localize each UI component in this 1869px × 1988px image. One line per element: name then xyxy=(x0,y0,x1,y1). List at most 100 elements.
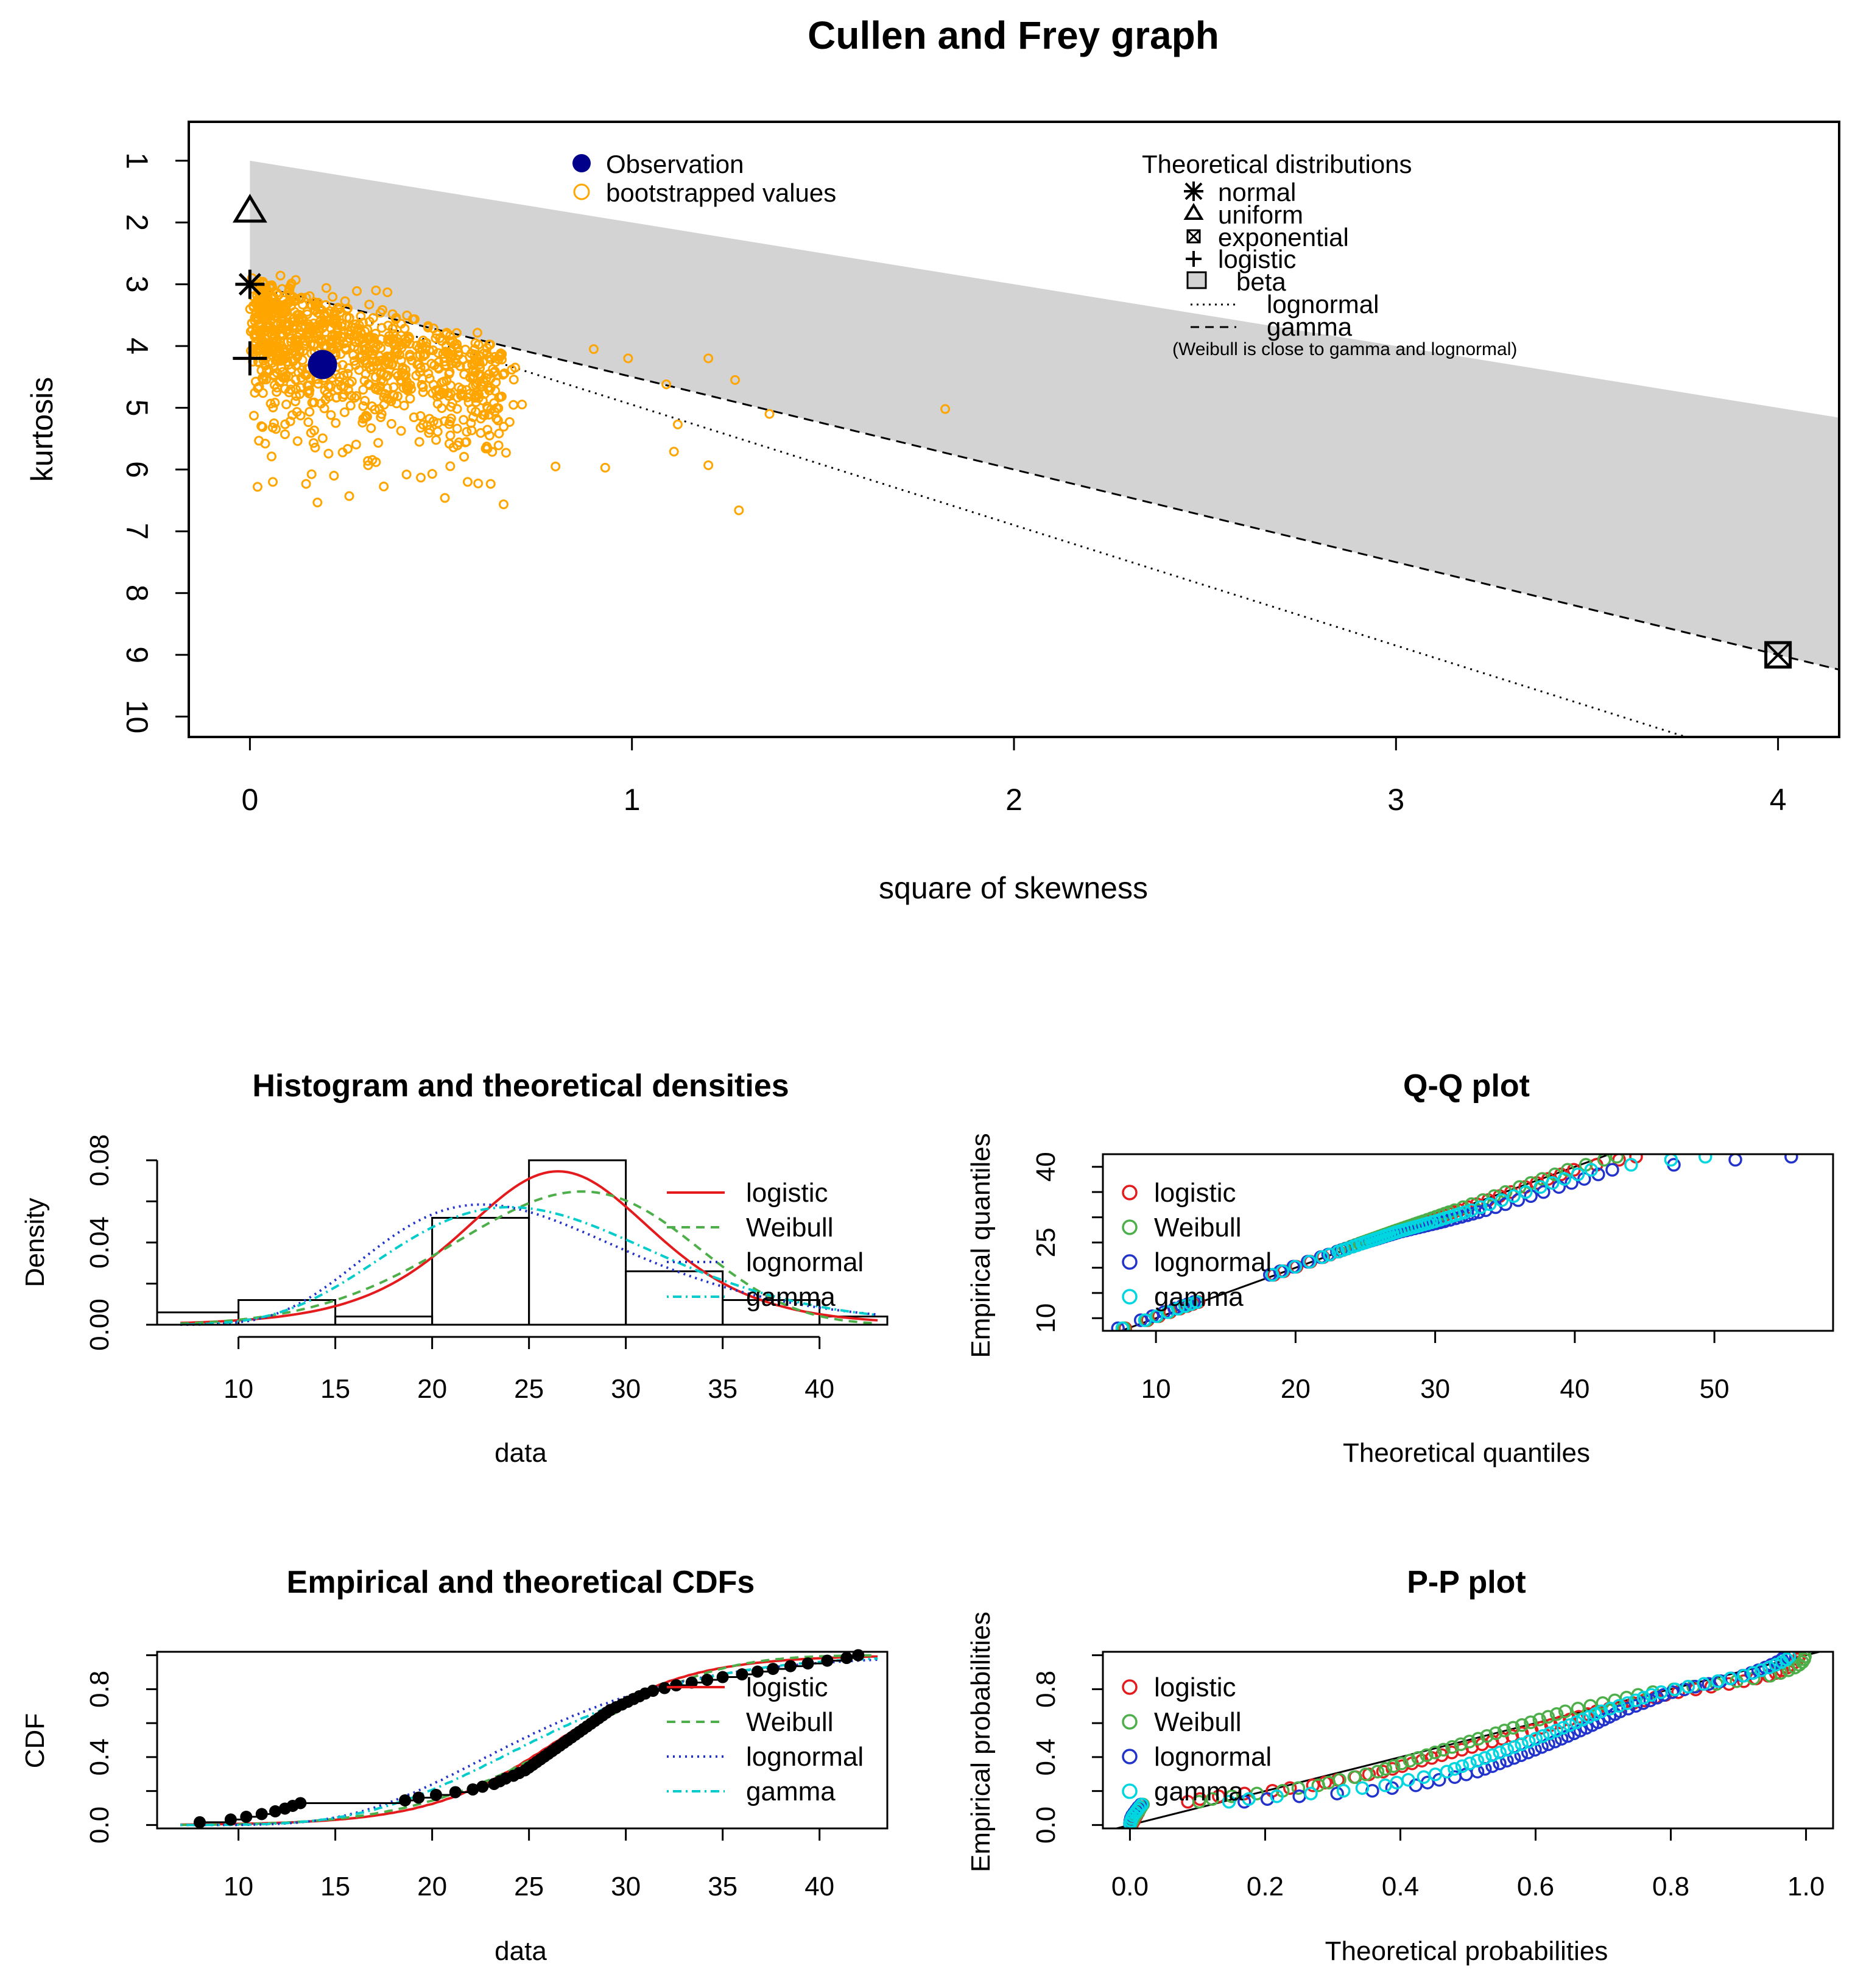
bootstrap-point xyxy=(452,423,462,434)
bootstrapped-points xyxy=(245,270,951,515)
x-tick-label: 1.0 xyxy=(1787,1872,1825,1902)
weibull-pp-point xyxy=(1488,1726,1503,1741)
gamma-qq-point xyxy=(1546,1176,1560,1190)
bootstrap-point xyxy=(342,443,353,454)
legend-logistic-label: logistic xyxy=(1154,1673,1236,1702)
histogram-bar xyxy=(625,1270,724,1326)
bootstrap-point xyxy=(460,437,471,448)
lognormal-qq-point xyxy=(1133,1313,1148,1327)
x-tick-label: 15 xyxy=(320,1374,350,1404)
cdf-title: Empirical and theoretical CDFs xyxy=(287,1565,755,1600)
bootstrap-point xyxy=(258,388,268,398)
gamma-qq-point xyxy=(1178,1299,1192,1313)
bootstrap-point xyxy=(444,439,454,449)
bootstrap-point xyxy=(444,419,454,429)
x-tick-label: 0.4 xyxy=(1382,1872,1419,1902)
bootstrap-point xyxy=(343,385,353,395)
bootstrap-point xyxy=(288,314,298,325)
bootstrap-point xyxy=(501,448,511,458)
bootstrap-point xyxy=(268,403,278,413)
weibull-pp-point xyxy=(1480,1729,1494,1743)
bootstrap-point xyxy=(396,426,406,436)
exponential-marker xyxy=(1764,641,1792,669)
weibull-pp-point xyxy=(1571,1702,1585,1716)
bootstrap-point xyxy=(267,422,278,432)
x-tick-label: 10 xyxy=(224,1374,253,1404)
bootstrap-point xyxy=(496,351,506,361)
legend-logistic-marker xyxy=(1122,1679,1138,1695)
bootstrap-point xyxy=(371,384,381,394)
pp-ylabel: Empirical probabilities xyxy=(966,1612,996,1872)
bootstrap-point xyxy=(321,283,331,293)
histogram-title: Histogram and theoretical densities xyxy=(252,1068,789,1104)
lognormal-pp-point xyxy=(1628,1699,1643,1713)
bootstrap-point xyxy=(364,316,375,326)
y-tick-label: 0.08 xyxy=(85,1134,114,1186)
bootstrap-point xyxy=(623,353,633,364)
weibull-qq-point xyxy=(1597,1154,1611,1167)
cullen-frey-legend-right: Theoretical distributions normal uniform… xyxy=(1142,150,1517,359)
bootstrap-point xyxy=(473,393,484,403)
pp-chart: P-P plot 0.0 0.2 0.4 0.6 0.8 1.0 0.0 0.4 0.8 log… xyxy=(966,1565,1834,1966)
legend-gamma-label: gamma xyxy=(746,1282,836,1312)
x-tick-label: 0.8 xyxy=(1652,1872,1689,1902)
bootstrap-point xyxy=(403,386,413,396)
gamma-pp-point xyxy=(1536,1729,1550,1743)
bootstrap-point xyxy=(319,311,329,321)
theoretical-points xyxy=(232,194,1792,669)
legend-weibull-label: Weibull xyxy=(746,1707,833,1737)
bootstrap-point xyxy=(764,409,775,419)
x-tick-label: 15 xyxy=(320,1872,350,1902)
cullen-frey-xlabel: square of skewness xyxy=(879,871,1148,905)
bootstrap-point xyxy=(356,311,366,322)
gamma-qq-point xyxy=(1189,1295,1204,1309)
bootstrap-point xyxy=(440,493,450,503)
bootstrap-point xyxy=(302,387,312,397)
bootstrap-point xyxy=(364,299,375,309)
bootstrap-point xyxy=(432,426,443,437)
bootstrap-point xyxy=(292,407,302,417)
gamma-qq-point xyxy=(1584,1163,1599,1177)
gamma-qq-point xyxy=(1571,1167,1585,1182)
gamma-pp-point xyxy=(1401,1772,1415,1787)
bootstrap-point xyxy=(309,297,320,308)
gamma-pp-point xyxy=(1612,1699,1626,1713)
bootstrap-point xyxy=(359,375,370,386)
bootstrap-point xyxy=(401,470,412,480)
lognormal-qq-point xyxy=(1146,1309,1160,1324)
weibull-pp-point xyxy=(1454,1737,1468,1751)
gamma-pp-point xyxy=(1549,1724,1564,1738)
weibull-pp-point xyxy=(1403,1754,1417,1768)
x-tick-label: 3 xyxy=(1387,783,1404,817)
bootstrap-point xyxy=(376,412,386,423)
histogram-axes: 10 15 20 25 30 35 40 0.00 0.04 0.08 xyxy=(85,1134,834,1404)
x-tick-label: 50 xyxy=(1700,1374,1730,1404)
bootstrap-point xyxy=(284,283,295,293)
bootstrap-point xyxy=(262,365,272,375)
y-tick-label: 3 xyxy=(120,276,154,293)
y-tick-label: 5 xyxy=(120,400,154,417)
gamma-pp-point xyxy=(1594,1704,1608,1719)
lognormal-pp-point xyxy=(1621,1702,1635,1716)
histogram-legend: logistic Weibull lognormal gamma xyxy=(667,1178,864,1312)
legend-uniform-marker xyxy=(1183,203,1204,220)
bootstrap-point xyxy=(302,309,312,320)
bootstrap-point xyxy=(391,312,401,323)
bootstrap-point xyxy=(445,353,456,363)
bootstrap-point xyxy=(326,410,336,420)
bootstrap-point xyxy=(488,367,499,378)
gamma-pp-point xyxy=(1563,1718,1577,1732)
y-tick-label: 0.4 xyxy=(1031,1738,1061,1775)
bootstrap-point xyxy=(373,438,384,448)
gamma-pp-point xyxy=(1556,1721,1571,1735)
legend-logistic-marker xyxy=(1186,251,1202,267)
x-tick-label: 0.6 xyxy=(1517,1872,1554,1902)
bootstrap-point xyxy=(358,384,368,395)
gamma-line xyxy=(250,283,1839,671)
logistic-pp-point xyxy=(1376,1764,1390,1778)
legend-gamma-label: gamma xyxy=(1154,1282,1244,1312)
gamma-pp-point xyxy=(1463,1756,1477,1771)
bootstrap-point xyxy=(326,382,336,392)
legend-bootstrap-label: bootstrapped values xyxy=(606,178,836,207)
legend-weibull-label: Weibull xyxy=(1154,1213,1241,1242)
